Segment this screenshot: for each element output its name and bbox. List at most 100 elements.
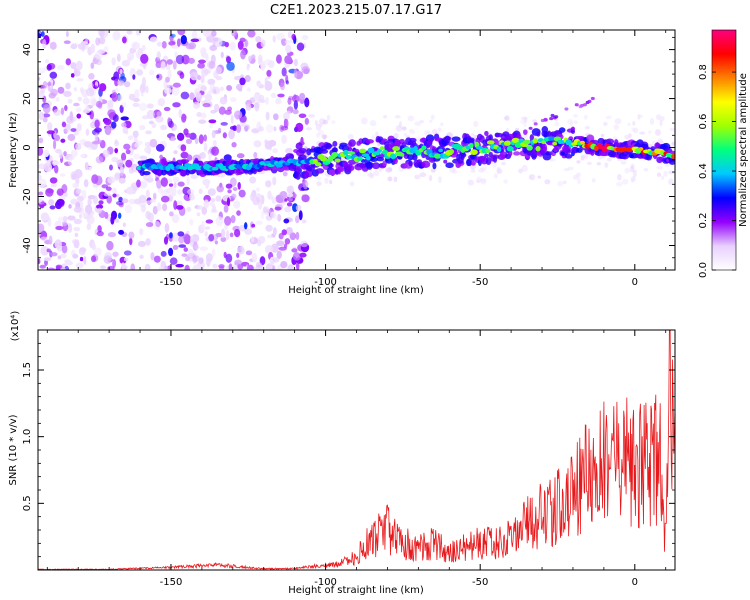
spectrogram-noise-cell bbox=[56, 65, 65, 71]
spectrogram-noise-cell bbox=[57, 255, 62, 260]
spectrogram-noise-cell bbox=[94, 175, 103, 186]
spectrogram-noise-cell bbox=[136, 69, 144, 76]
spectrogram-noise-cell bbox=[236, 153, 245, 159]
spectrogram-noise-cell bbox=[576, 172, 581, 178]
spectrogram-ridge-cell bbox=[320, 156, 328, 162]
spectrogram-noise-cell bbox=[429, 119, 433, 123]
spectrogram-noise-cell bbox=[160, 124, 167, 131]
spectrogram-noise-cell bbox=[85, 128, 90, 136]
spectrogram-noise-cell bbox=[265, 180, 272, 188]
spectrogram-ridge-halo bbox=[488, 134, 493, 142]
spectrogram-noise-cell bbox=[196, 205, 203, 210]
spectrogram-noise-cell bbox=[72, 182, 79, 189]
spectrogram-noise-cell bbox=[215, 76, 223, 81]
spectrogram-noise-cell bbox=[201, 206, 207, 215]
spectrogram-noise-cell bbox=[169, 187, 177, 197]
spectrogram-noise-cell bbox=[222, 132, 227, 139]
spectrogram-noise-cell bbox=[62, 215, 68, 223]
spectrogram-noise-cell bbox=[127, 56, 132, 63]
spectrogram-noise-cell bbox=[284, 238, 291, 245]
spectrogram-ridge-cell bbox=[474, 141, 480, 148]
spectrogram-noise-cell bbox=[573, 113, 578, 118]
spectrogram-noise-cell bbox=[76, 123, 82, 132]
spectrogram-noise-cell bbox=[117, 80, 125, 86]
spectrogram-noise-cell bbox=[292, 252, 301, 261]
spectrogram-ridge-cell bbox=[376, 148, 382, 153]
spectrogram-noise-cell bbox=[301, 219, 307, 224]
spectrogram-ridge-halo bbox=[568, 136, 574, 141]
spectrogram-noise-cell bbox=[202, 178, 211, 186]
spectrogram-noise-cell bbox=[107, 176, 115, 184]
spectrogram-noise-cell bbox=[114, 218, 120, 223]
spectrogram-noise-cell bbox=[145, 85, 149, 94]
spectrogram-noise-cell bbox=[47, 217, 52, 227]
spectrogram-noise-cell bbox=[152, 192, 157, 200]
spectrogram-noise-cell bbox=[112, 187, 117, 195]
spectrogram-ridge-cell bbox=[357, 156, 363, 161]
spectrogram-noise-cell bbox=[61, 121, 67, 128]
colorbar-tick-label: 0.6 bbox=[698, 114, 709, 130]
spectrogram-noise-cell bbox=[394, 115, 401, 119]
spectrogram-noise-cell bbox=[139, 155, 148, 160]
spectrogram-noise-cell bbox=[65, 123, 71, 131]
spectrogram-noise-cell bbox=[258, 94, 265, 103]
spectrogram-noise-cell bbox=[118, 229, 125, 235]
spectrogram-ytick-label: -20 bbox=[22, 188, 33, 204]
spectrogram-ridge-halo bbox=[408, 160, 413, 167]
spectrogram-noise-cell bbox=[375, 131, 379, 138]
spectrogram-noise-cell bbox=[89, 96, 97, 106]
spectrogram-noise-cell bbox=[276, 54, 282, 64]
spectrogram-noise-cell bbox=[232, 187, 238, 191]
spectrogram-ridge-cell bbox=[345, 155, 352, 160]
spectrogram-noise-cell bbox=[40, 236, 48, 242]
spectrogram-ridge-halo bbox=[484, 153, 489, 158]
spectrogram-noise-cell bbox=[291, 192, 297, 199]
spectrogram-noise-cell bbox=[292, 109, 299, 115]
spectrogram-noise-cell bbox=[59, 173, 66, 177]
spectrogram-noise-cell bbox=[172, 244, 179, 251]
spectrogram-noise-cell bbox=[276, 250, 282, 260]
spectrogram-noise-cell bbox=[315, 132, 320, 138]
spectrogram-noise-cell bbox=[235, 124, 242, 133]
spectrogram-noise-cell bbox=[671, 141, 675, 146]
spectrogram-noise-cell bbox=[279, 191, 288, 199]
spectrogram-noise-cell bbox=[97, 102, 103, 109]
spectrogram-noise-cell bbox=[142, 83, 147, 93]
spectrogram-noise-cell bbox=[199, 246, 209, 251]
spectrogram-ridge-halo bbox=[444, 135, 451, 144]
spectrogram-ridge-halo bbox=[407, 153, 415, 161]
spectrogram-noise-cell bbox=[291, 94, 300, 103]
spectrogram-ridge-cell bbox=[390, 153, 397, 160]
spectrogram-noise-cell bbox=[430, 114, 435, 120]
spectrogram-noise-cell bbox=[190, 38, 200, 43]
spectrogram-noise-cell bbox=[250, 235, 255, 243]
spectrogram-noise-cell bbox=[208, 124, 214, 129]
spectrogram-noise-cell bbox=[192, 264, 201, 270]
spectrogram-ytick-label: 40 bbox=[22, 43, 33, 56]
spectrogram-noise-cell bbox=[156, 51, 161, 60]
colorbar-tick-label: 0.0 bbox=[698, 262, 709, 278]
spectrogram-noise-cell bbox=[226, 197, 231, 207]
spectrogram-ridge-cell bbox=[426, 148, 433, 155]
spectrogram-noise-cell bbox=[83, 179, 89, 188]
spectrogram-noise-cell bbox=[401, 126, 407, 131]
spectrogram-ridge-cell bbox=[398, 152, 405, 157]
spectrogram-noise-cell bbox=[126, 30, 133, 35]
spectrogram-ridge-cell bbox=[485, 148, 491, 154]
spectrogram-ridge-cell bbox=[541, 140, 547, 145]
spectrogram-noise-cell bbox=[107, 109, 116, 118]
spectrogram-ridge-cell bbox=[523, 139, 531, 145]
spectrogram-noise-cell bbox=[180, 35, 187, 45]
spectrogram-noise-cell bbox=[91, 129, 100, 136]
spectrogram-noise-cell bbox=[215, 66, 222, 75]
spectrogram-noise-cell bbox=[57, 86, 65, 94]
spectrogram-noise-cell bbox=[224, 109, 232, 115]
spectrogram-noise-cell bbox=[82, 109, 91, 114]
spectrogram-noise-cell bbox=[217, 127, 222, 134]
colorbar-label: Normalized spectral amplitude bbox=[738, 73, 749, 227]
snr-axes: -150 -100 -50 0 0.5 1.0 1.5 bbox=[22, 330, 675, 588]
spectrogram-noise-cell bbox=[38, 90, 45, 100]
spectrogram-noise-cell bbox=[430, 168, 436, 173]
spectrogram-noise-cell bbox=[121, 36, 127, 44]
spectrogram-ridge-halo bbox=[347, 146, 353, 152]
